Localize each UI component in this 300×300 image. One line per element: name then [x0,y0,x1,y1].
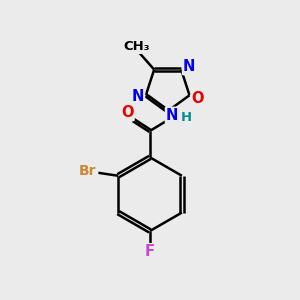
Text: O: O [191,91,204,106]
Text: N: N [183,59,195,74]
Text: F: F [145,244,155,259]
Text: CH₃: CH₃ [124,40,150,53]
Text: H: H [181,111,192,124]
Text: O: O [121,105,134,120]
Text: N: N [166,108,178,123]
Text: Br: Br [79,164,96,178]
Text: N: N [132,89,144,104]
